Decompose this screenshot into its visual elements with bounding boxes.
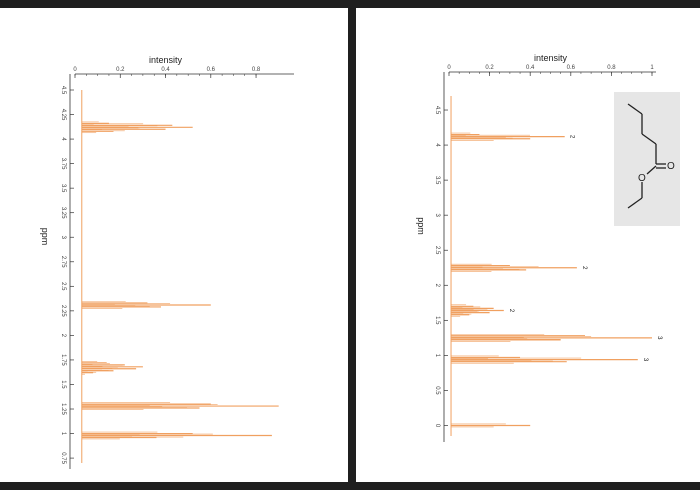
molecule-structure-box: O O [614, 92, 680, 226]
intensity-tick-label: 1 [650, 65, 654, 71]
left-nmr-chart: 0 0.2 0.4 0.6 0.8 intensity 4.5 4.25 4 3.75 3.5 3.2… [40, 55, 294, 469]
intensity-tick-label: 0.6 [567, 65, 576, 71]
ppm-tick-label: 3 [434, 214, 440, 218]
ppm-tick-label: 4 [60, 137, 66, 141]
peak-integration-label: 2 [508, 309, 514, 313]
ppm-tick-label: 1 [434, 354, 440, 358]
bond [627, 197, 643, 209]
ppm-tick-label: 1.5 [60, 380, 66, 389]
ppm-tick-label: 2 [60, 334, 66, 338]
intensity-tick-label: 0.8 [252, 67, 261, 73]
ppm-tick-label: 3.75 [60, 158, 66, 170]
intensity-tick-label: 0 [73, 67, 77, 73]
peak-integration-label: 3 [642, 358, 648, 362]
peak-integration-label: 3 [656, 336, 662, 340]
ppm-tick-label: 1 [60, 432, 66, 436]
ppm-axis-title: ppm [416, 217, 426, 235]
ppm-tick-label: 3.25 [60, 207, 66, 219]
peak-integration-label: 2 [581, 266, 587, 270]
ppm-tick-label: 3.5 [60, 184, 66, 193]
intensity-tick-label: 0.2 [485, 65, 494, 71]
right-nmr-chart: 0 0.2 0.4 0.6 0.8 1 intensity 4.5 4 3.5 3 2.5 2 1.5 1 0… [416, 53, 662, 442]
intensity-tick-label: 0.4 [161, 67, 170, 73]
intensity-tick-label: 0.8 [607, 65, 616, 71]
ppm-tick-label: 1.25 [60, 403, 66, 415]
intensity-axis-title: intensity [149, 55, 183, 65]
ppm-tick-label: 0 [434, 424, 440, 428]
ppm-tick-label: 2.25 [60, 305, 66, 317]
oxygen-label-ester: O [638, 173, 646, 184]
bond [641, 133, 657, 145]
ppm-axis-title: ppm [40, 228, 50, 246]
ppm-tick-label: 1.5 [434, 316, 440, 325]
ppm-tick-label: 3 [60, 236, 66, 240]
ppm-tick-label: 2.5 [60, 282, 66, 291]
ppm-tick-label: 0.75 [60, 452, 66, 464]
peak-integration-label: 2 [569, 135, 575, 139]
intensity-tick-label: 0.4 [526, 65, 535, 71]
bond [627, 103, 643, 115]
ppm-tick-label: 3.5 [434, 176, 440, 185]
ppm-tick-label: 2.75 [60, 256, 66, 268]
right-spectrum-panel: 0 0.2 0.4 0.6 0.8 1 intensity 4.5 4 3.5 3 2.5 2 1.5 1 0… [356, 8, 700, 482]
intensity-tick-label: 0.6 [207, 67, 216, 73]
ppm-tick-label: 0.5 [434, 386, 440, 395]
ppm-tick-label: 2 [434, 284, 440, 288]
left-spectrum-panel: 0 0.2 0.4 0.6 0.8 intensity 4.5 4.25 4 3.75 3.5 3.2… [0, 8, 348, 482]
intensity-axis-title: intensity [534, 53, 568, 63]
intensity-tick-label: 0 [447, 65, 451, 71]
ppm-tick-label: 4.25 [60, 109, 66, 121]
ethyl-butanoate-structure: O O [627, 103, 675, 209]
ppm-tick-label: 2.5 [434, 246, 440, 255]
ppm-tick-label: 1.75 [60, 354, 66, 366]
ppm-tick-label: 4 [434, 143, 440, 147]
bond [646, 165, 657, 175]
ppm-tick-label: 4.5 [60, 86, 66, 95]
oxygen-label-carbonyl: O [667, 161, 675, 172]
ppm-tick-label: 4.5 [434, 106, 440, 115]
intensity-tick-label: 0.2 [116, 67, 125, 73]
